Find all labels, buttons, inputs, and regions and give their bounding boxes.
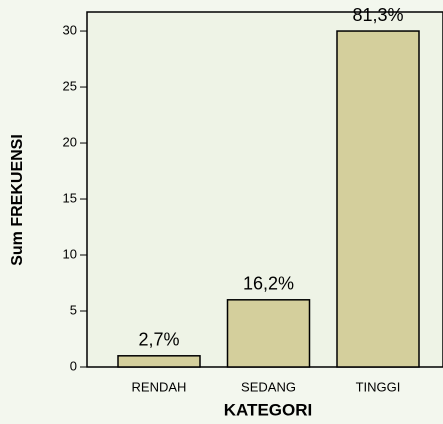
y-tick-label: 0 [70,358,77,373]
bar [336,30,420,368]
x-axis-label: KATEGORI [224,400,312,419]
y-tick-label: 25 [63,78,77,93]
bar [117,355,201,368]
x-tick-label: RENDAH [132,379,187,394]
y-tick-label: 30 [63,22,77,37]
annotation: 2,7% [138,330,179,350]
annotation: 81,3% [352,5,403,25]
y-tick-label: 20 [63,134,77,149]
bar [226,299,311,368]
x-tick-label: SEDANG [241,379,296,394]
y-tick-label: 10 [63,246,77,261]
y-tick-label: 15 [63,190,77,205]
y-tick-label: 5 [70,302,77,317]
annotation: 16,2% [243,274,294,294]
y-axis-label: Sum FREKUENSI [9,134,26,266]
x-tick-label: TINGGI [356,379,401,394]
